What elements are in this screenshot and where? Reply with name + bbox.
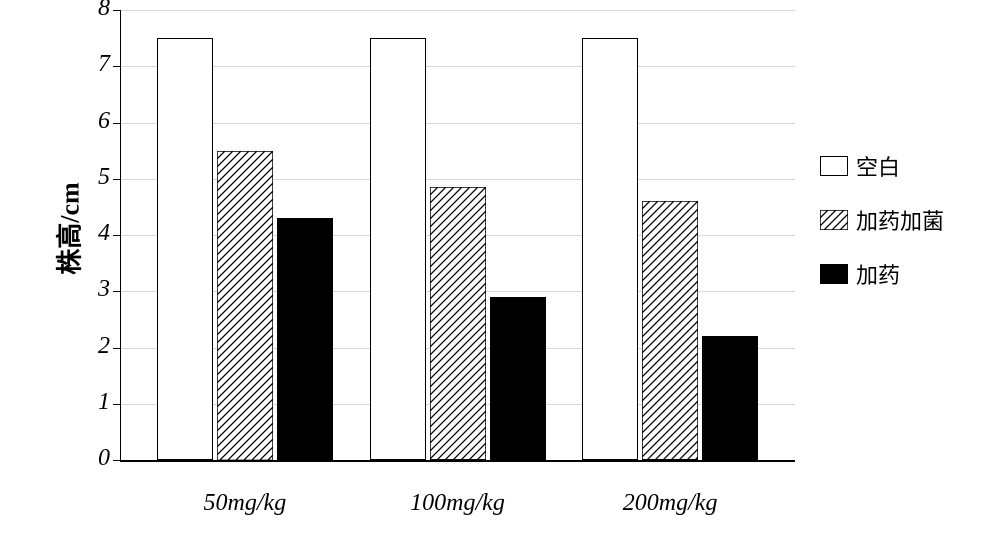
y-tick-label: 0 bbox=[70, 445, 110, 472]
legend-item: 空白 bbox=[820, 150, 944, 182]
y-tick bbox=[113, 235, 120, 236]
bar-blank bbox=[582, 38, 638, 460]
bar-blank bbox=[370, 38, 426, 460]
legend-swatch bbox=[820, 210, 848, 230]
y-tick-label: 5 bbox=[70, 164, 110, 191]
legend-swatch bbox=[820, 264, 848, 284]
y-tick bbox=[113, 179, 120, 180]
y-tick-label: 3 bbox=[70, 276, 110, 303]
bar-drug bbox=[277, 218, 333, 460]
x-tick-label: 200mg/kg bbox=[590, 490, 750, 517]
y-tick bbox=[113, 66, 120, 67]
x-tick-label: 50mg/kg bbox=[165, 490, 325, 517]
y-tick-label: 6 bbox=[70, 108, 110, 135]
y-tick bbox=[113, 10, 120, 11]
bar-drug_bac bbox=[430, 187, 486, 460]
y-tick bbox=[113, 348, 120, 349]
y-tick-label: 4 bbox=[70, 220, 110, 247]
legend-swatch bbox=[820, 156, 848, 176]
bar-drug_bac bbox=[217, 151, 273, 460]
x-tick-label: 100mg/kg bbox=[378, 490, 538, 517]
y-tick bbox=[113, 460, 120, 461]
legend-label: 加药加菌 bbox=[856, 204, 944, 236]
legend-item: 加药 bbox=[820, 258, 944, 290]
legend-item: 加药加菌 bbox=[820, 204, 944, 236]
bar-drug_bac bbox=[642, 201, 698, 460]
legend-label: 空白 bbox=[856, 150, 900, 182]
legend: 空白加药加菌加药 bbox=[820, 150, 944, 312]
y-tick-label: 8 bbox=[70, 0, 110, 22]
legend-label: 加药 bbox=[856, 258, 900, 290]
y-tick bbox=[113, 404, 120, 405]
plot-area bbox=[120, 10, 795, 462]
chart-container: 株高/cm 012345678 50mg/kg100mg/kg200mg/kg … bbox=[0, 0, 1000, 544]
y-tick bbox=[113, 123, 120, 124]
y-tick bbox=[113, 291, 120, 292]
y-tick-label: 1 bbox=[70, 389, 110, 416]
y-tick-label: 7 bbox=[70, 51, 110, 78]
bar-drug bbox=[490, 297, 546, 460]
bar-blank bbox=[157, 38, 213, 460]
y-tick-label: 2 bbox=[70, 333, 110, 360]
bar-drug bbox=[702, 336, 758, 460]
